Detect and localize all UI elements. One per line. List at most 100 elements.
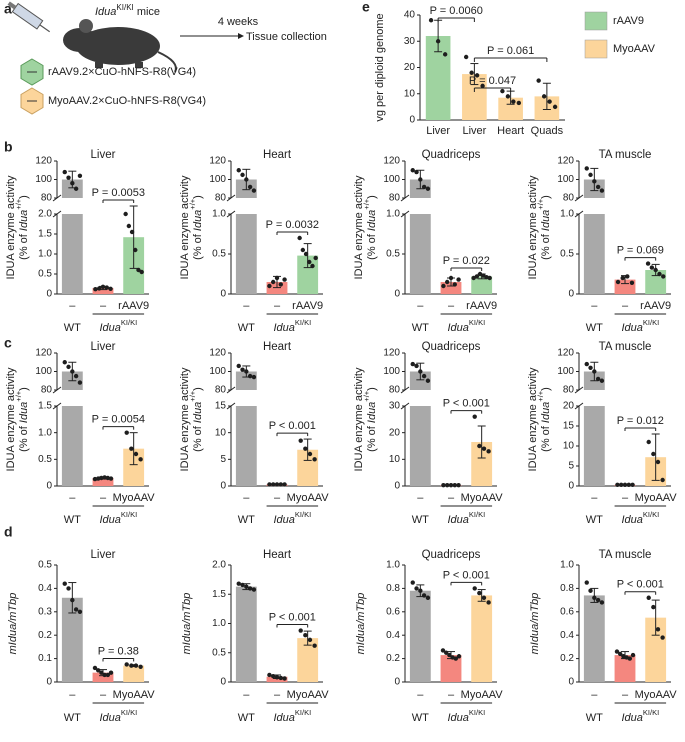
data-point [500,88,505,94]
x-tick-label: – [274,300,281,312]
panel-label: d [4,524,13,540]
x-tick-label: MyoAAV [113,689,156,701]
data-point [313,255,318,261]
data-point [95,668,101,673]
y-label-part: ) [366,195,378,199]
genotype: KI/KI [469,510,485,519]
data-point [547,99,552,104]
data-point [271,279,276,285]
y-label-part: (% of [540,231,552,260]
data-point [629,280,635,285]
data-point [620,275,625,281]
bar [92,478,114,486]
x-tick-label: MyoAAV [635,689,678,701]
bar [583,406,605,486]
y-label-part: (% of [540,423,552,452]
y-tick-label: 0.6 [560,606,574,617]
data-point [138,664,143,669]
y-tick-label: 80 [41,385,53,396]
data-point [552,104,558,110]
y-axis-label: (% of Idua+/+) [362,195,377,260]
data-point [486,449,491,454]
x-tick-label: – [100,492,107,504]
y-tick-label: 10 [389,454,401,465]
y-tick-label: 10 [404,88,416,99]
x-tick-label: – [622,492,629,504]
data-point [414,363,419,369]
group-label: IduaKI/KI [273,318,311,333]
data-point [425,378,431,383]
vector-label: MyoAAV.2×CuO-hNFS-R8(VG4) [48,95,206,107]
data-point [655,459,661,465]
y-label-part: +/+ [536,390,545,401]
data-point [236,168,241,173]
y-tick-label: 0.6 [386,606,400,617]
p-value: P = 0.069 [617,245,664,257]
data-point [448,483,454,488]
y-label-part: +/+ [188,390,197,401]
data-point [310,263,315,269]
p-value: P = 0.0060 [430,5,483,17]
bar [61,406,83,486]
data-point [588,365,593,370]
bar [583,595,605,682]
data-point [251,374,257,380]
chart-title: Heart [263,549,292,561]
y-tick-label: 40 [404,10,416,21]
data-point [584,361,589,367]
data-point [307,637,313,643]
data-point [452,483,457,488]
group-label: IduaKI/KI [447,708,485,723]
data-point [77,609,83,614]
data-point [105,672,111,678]
bar [61,597,83,682]
data-point [474,274,480,279]
data-point [617,651,623,657]
data-point [274,275,280,281]
y-tick-label: 80 [215,193,227,204]
p-value: P = 0.0032 [266,219,319,231]
data-point [129,446,134,451]
y-label-part: +/+ [362,390,371,401]
y-tick-label: 1.0 [386,560,400,571]
data-point [297,235,302,241]
y-tick-label: 5 [568,461,574,472]
y-tick-label: 5 [220,454,226,465]
group-label: IduaKI/KI [447,510,485,525]
y-tick-label: 1.0 [560,209,574,220]
gene: Idua [273,322,294,334]
y-tick-label: 0.4 [38,583,52,594]
y-tick-label: 80 [389,385,401,396]
data-point [124,430,129,435]
y-tick-label: 120 [209,348,226,359]
y-label-part: Idua [540,210,552,231]
y-tick-label: 0 [394,481,400,492]
p-value: P = 0.0053 [92,187,145,199]
y-axis-label: (% of Idua+/+) [362,387,377,452]
data-point [615,279,621,285]
y-tick-label: 10 [563,441,575,452]
panel-label: e [362,0,370,15]
y-tick-label: 1.0 [212,209,226,220]
data-point [421,373,427,379]
y-tick-label: 1.0 [386,209,400,220]
y-tick-label: 1.0 [38,249,52,260]
data-point [425,186,431,191]
group-label: WT [238,322,255,334]
p-value: P = 0.047 [469,75,516,87]
x-tick-label: – [622,300,629,312]
data-point [70,181,75,186]
data-point [129,229,135,235]
data-point [646,595,651,600]
x-tick-label: Liver [462,125,486,137]
data-point [70,597,75,603]
data-point [661,274,666,279]
data-point [452,282,457,287]
p-value: P = 0.0054 [92,414,145,426]
data-point [99,670,104,675]
y-tick-label: 120 [557,156,574,167]
data-point [440,648,446,653]
genotype: KI/KI [121,708,137,717]
